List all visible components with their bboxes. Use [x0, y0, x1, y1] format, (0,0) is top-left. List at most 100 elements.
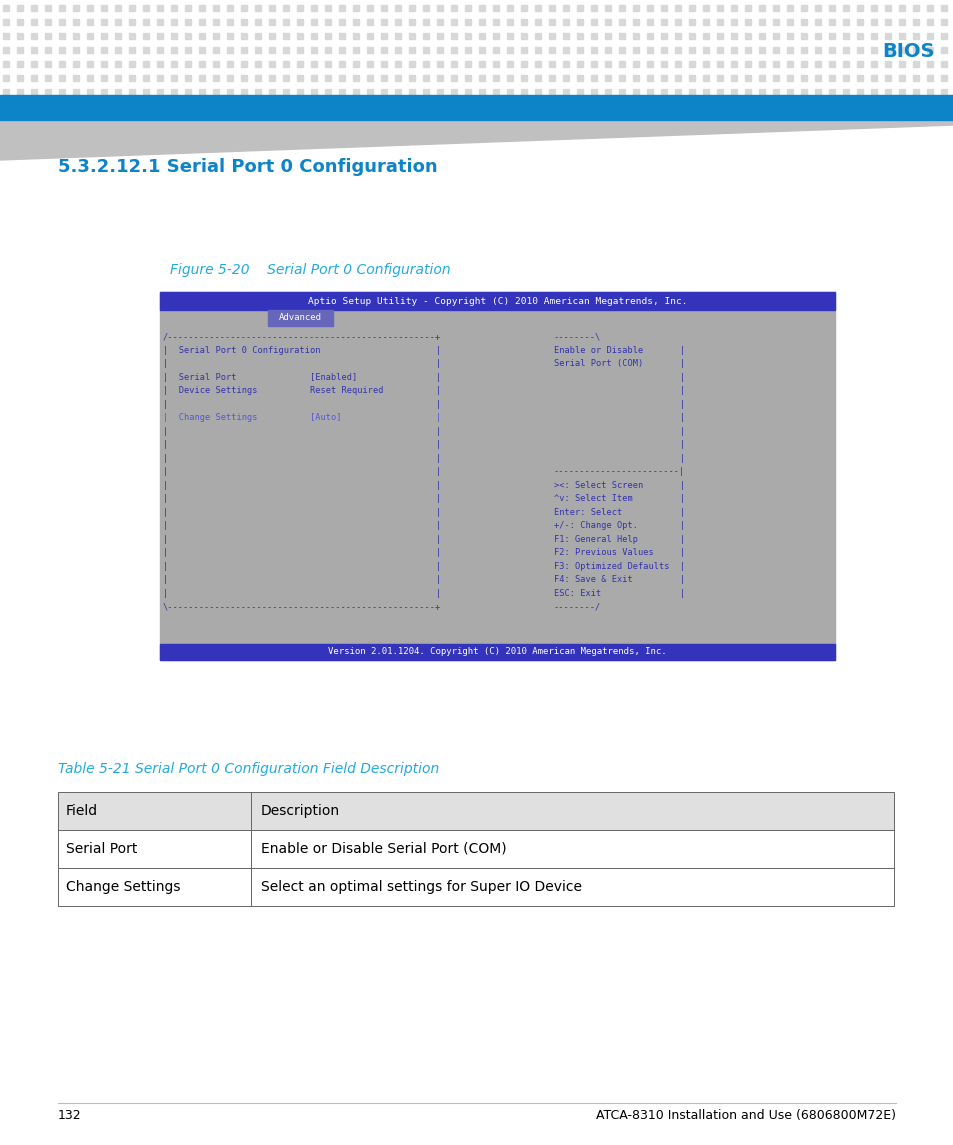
Bar — [912, 33, 918, 39]
Bar — [422, 5, 429, 11]
Bar — [311, 76, 316, 81]
Text: |                                                   |: | | — [163, 575, 441, 584]
Bar — [590, 61, 597, 68]
Bar — [17, 89, 23, 95]
Bar — [59, 19, 65, 25]
Bar — [618, 19, 624, 25]
Bar — [17, 47, 23, 53]
Bar — [856, 5, 862, 11]
Bar — [772, 19, 779, 25]
Bar — [772, 5, 779, 11]
Text: |: | — [554, 386, 684, 395]
Text: Advanced: Advanced — [278, 314, 322, 323]
Bar — [660, 76, 666, 81]
Bar — [45, 76, 51, 81]
Bar — [493, 76, 498, 81]
Bar — [129, 47, 135, 53]
Text: ESC: Exit               |: ESC: Exit | — [554, 589, 684, 598]
Bar — [73, 47, 79, 53]
Bar — [562, 76, 568, 81]
Bar — [856, 33, 862, 39]
Text: |                                                   |: | | — [163, 481, 441, 490]
Text: /---------------------------------------------------+: /---------------------------------------… — [163, 332, 441, 341]
Bar — [311, 19, 316, 25]
Text: ^v: Select Item         |: ^v: Select Item | — [554, 495, 684, 504]
Bar — [759, 33, 764, 39]
Bar — [759, 76, 764, 81]
Bar — [115, 5, 121, 11]
Bar — [688, 89, 695, 95]
Bar — [241, 47, 247, 53]
Bar — [520, 61, 526, 68]
Bar — [30, 5, 37, 11]
Text: --------\: --------\ — [554, 332, 600, 341]
Text: |                                                   |: | | — [163, 441, 441, 449]
Bar — [254, 19, 261, 25]
Bar — [451, 33, 456, 39]
Bar — [675, 47, 680, 53]
Bar — [464, 61, 471, 68]
Bar — [17, 19, 23, 25]
Bar — [185, 89, 191, 95]
Bar — [296, 19, 303, 25]
Bar — [618, 61, 624, 68]
Bar — [717, 76, 722, 81]
Bar — [311, 61, 316, 68]
Bar — [213, 61, 219, 68]
Bar — [520, 47, 526, 53]
Text: |: | — [554, 373, 684, 381]
Bar — [213, 47, 219, 53]
Bar — [898, 33, 904, 39]
Bar — [772, 61, 779, 68]
Bar — [59, 47, 65, 53]
Bar — [129, 19, 135, 25]
Bar — [325, 33, 331, 39]
Text: |: | — [554, 427, 684, 436]
Bar — [269, 76, 274, 81]
Bar — [87, 5, 92, 11]
Bar — [730, 61, 737, 68]
Bar — [325, 61, 331, 68]
Bar — [493, 19, 498, 25]
Bar — [3, 61, 9, 68]
Bar — [590, 89, 597, 95]
Bar — [506, 76, 513, 81]
Bar — [912, 61, 918, 68]
Bar — [409, 19, 415, 25]
Bar — [409, 76, 415, 81]
Bar — [227, 89, 233, 95]
Bar — [506, 33, 513, 39]
Bar — [590, 76, 597, 81]
Bar — [3, 47, 9, 53]
Bar — [759, 89, 764, 95]
Bar — [759, 5, 764, 11]
Bar — [143, 33, 149, 39]
Bar — [506, 61, 513, 68]
Bar — [269, 47, 274, 53]
Bar — [842, 61, 848, 68]
Text: Table 5-21 Serial Port 0 Configuration Field Description: Table 5-21 Serial Port 0 Configuration F… — [58, 763, 438, 776]
Bar — [59, 76, 65, 81]
Text: |: | — [554, 400, 684, 409]
Text: Serial Port: Serial Port — [66, 842, 137, 856]
Bar — [577, 76, 582, 81]
Bar — [898, 5, 904, 11]
Bar — [185, 5, 191, 11]
Bar — [269, 61, 274, 68]
Bar — [283, 19, 289, 25]
Bar — [296, 33, 303, 39]
Bar — [296, 5, 303, 11]
Text: |  Serial Port 0 Configuration                      |: | Serial Port 0 Configuration | — [163, 346, 441, 355]
Bar — [3, 76, 9, 81]
Bar — [157, 19, 163, 25]
Text: Field: Field — [66, 804, 98, 818]
Bar — [590, 47, 597, 53]
Bar — [535, 47, 540, 53]
Bar — [353, 33, 358, 39]
Bar — [171, 19, 177, 25]
Bar — [380, 89, 387, 95]
Bar — [59, 33, 65, 39]
Bar — [254, 76, 261, 81]
Bar — [730, 5, 737, 11]
Bar — [409, 33, 415, 39]
